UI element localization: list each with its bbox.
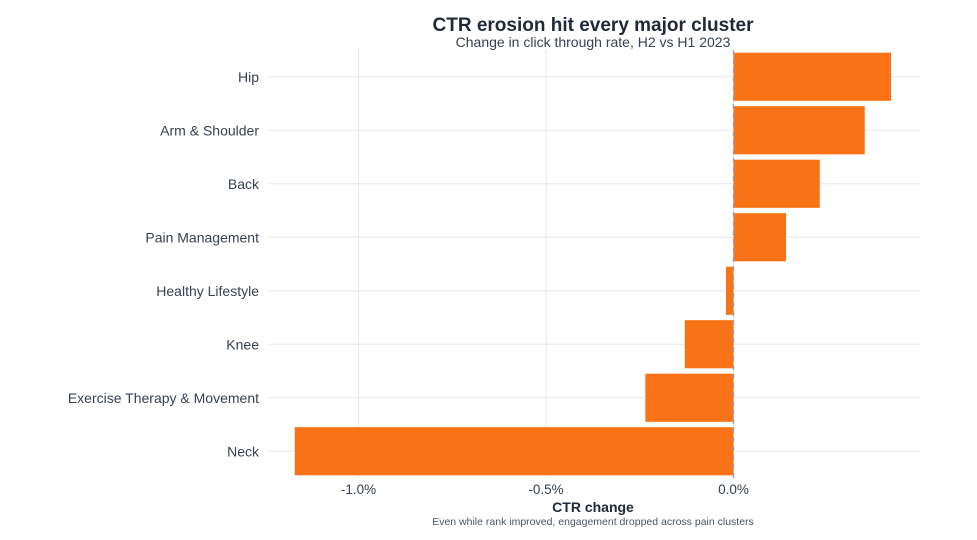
bar-3: [733, 213, 786, 262]
category-label-7: Neck: [227, 443, 260, 459]
category-label-2: Back: [228, 176, 260, 192]
x-tick-label-2: 0.0%: [718, 482, 749, 497]
x-tick-label-1: -0.5%: [528, 482, 563, 497]
category-label-4: Healthy Lifestyle: [156, 283, 259, 299]
bar-4: [726, 266, 734, 315]
x-axis-label: CTR change: [552, 499, 634, 515]
category-label-5: Knee: [226, 336, 259, 352]
chart-subtitle: Change in click through rate, H2 vs H1 2…: [456, 34, 731, 50]
bars: [294, 52, 891, 476]
bar-7: [294, 427, 734, 476]
category-label-0: Hip: [238, 69, 259, 85]
bar-5: [684, 320, 734, 369]
bar-0: [733, 52, 891, 101]
x-tick-labels: -1.0% -0.5% 0.0%: [341, 482, 749, 497]
category-labels: Hip Arm & Shoulder Back Pain Management Heal…: [68, 69, 260, 460]
category-label-1: Arm & Shoulder: [160, 122, 259, 138]
category-label-3: Pain Management: [145, 229, 259, 245]
chart-title: CTR erosion hit every major cluster: [433, 15, 755, 36]
bar-6: [645, 373, 734, 422]
bar-1: [733, 106, 865, 155]
chart-caption: Even while rank improved, engagement dro…: [432, 516, 754, 528]
bar-2: [733, 159, 820, 208]
x-tick-label-0: -1.0%: [341, 482, 376, 497]
category-label-6: Exercise Therapy & Movement: [68, 390, 259, 406]
